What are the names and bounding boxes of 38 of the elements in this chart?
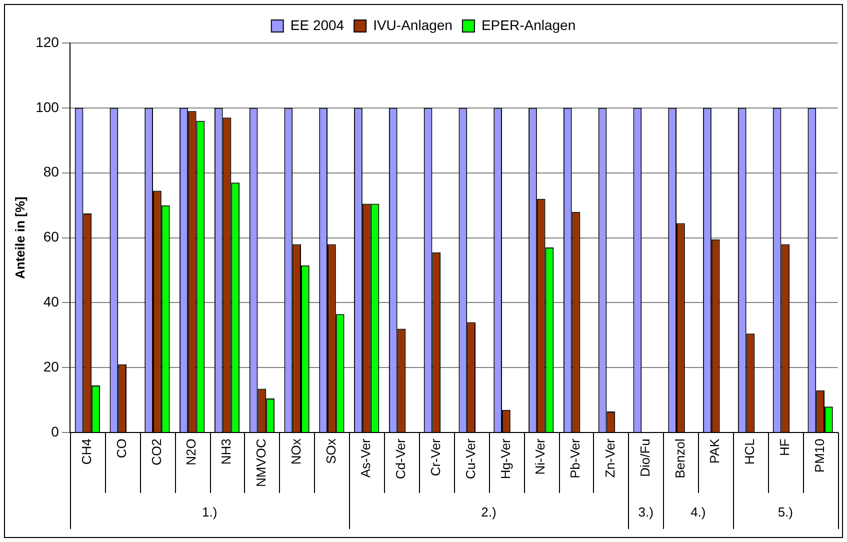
x-tick-label: NMVOC [253, 438, 268, 487]
x-tick-label: As-Ver [358, 438, 374, 478]
y-tick-label: 60 [43, 228, 60, 245]
legend-label: EPER-Anlagen [481, 16, 576, 33]
text: 3.) [638, 504, 654, 520]
y-tick-label: 80 [43, 164, 60, 180]
x-tick-label: CO [114, 438, 129, 458]
x-tick-label: N2O [184, 438, 199, 466]
y-tick-label: 120 [36, 34, 60, 50]
y-tick-label: 100 [36, 98, 60, 115]
x-tick-label: Dio/Fu [637, 438, 652, 477]
legend-label: EE 2004 [290, 16, 344, 33]
x-tick-label: SOx [323, 438, 338, 464]
x-tick-label: Zn-Ver [602, 438, 618, 478]
text: 5.) [778, 504, 793, 520]
x-tick-label: HCL [742, 438, 758, 465]
y-tick-label: 0 [51, 423, 60, 440]
x-tick-label: Benzol [672, 438, 688, 478]
x-tick-label: CO2 [148, 438, 164, 466]
x-tick-label: Ni-Ver [532, 438, 548, 475]
x-tick-label: HF [776, 438, 792, 456]
y-tick-label: 40 [43, 294, 60, 310]
text: 1.) [202, 504, 218, 520]
x-tick-label: CH4 [78, 438, 94, 465]
x-tick-label: PAK [707, 438, 722, 464]
x-tick-label: NOx [288, 438, 304, 465]
x-tick-label: PM10 [812, 438, 827, 473]
x-tick-label: NH3 [218, 438, 234, 465]
x-tick-label: Pb-Ver [568, 438, 583, 478]
y-tick-label: 20 [43, 358, 60, 375]
y-axis-title: Anteile in [%] [12, 196, 28, 279]
x-tick-label: Hg-Ver [498, 438, 513, 480]
x-tick-label: Cr-Ver [428, 438, 443, 476]
text: 2.) [481, 504, 496, 520]
x-tick-label: Cu-Ver [462, 438, 478, 480]
text: 4.) [690, 504, 706, 520]
x-tick-label: Cd-Ver [393, 438, 408, 480]
legend-label: IVU-Anlagen [373, 16, 452, 33]
